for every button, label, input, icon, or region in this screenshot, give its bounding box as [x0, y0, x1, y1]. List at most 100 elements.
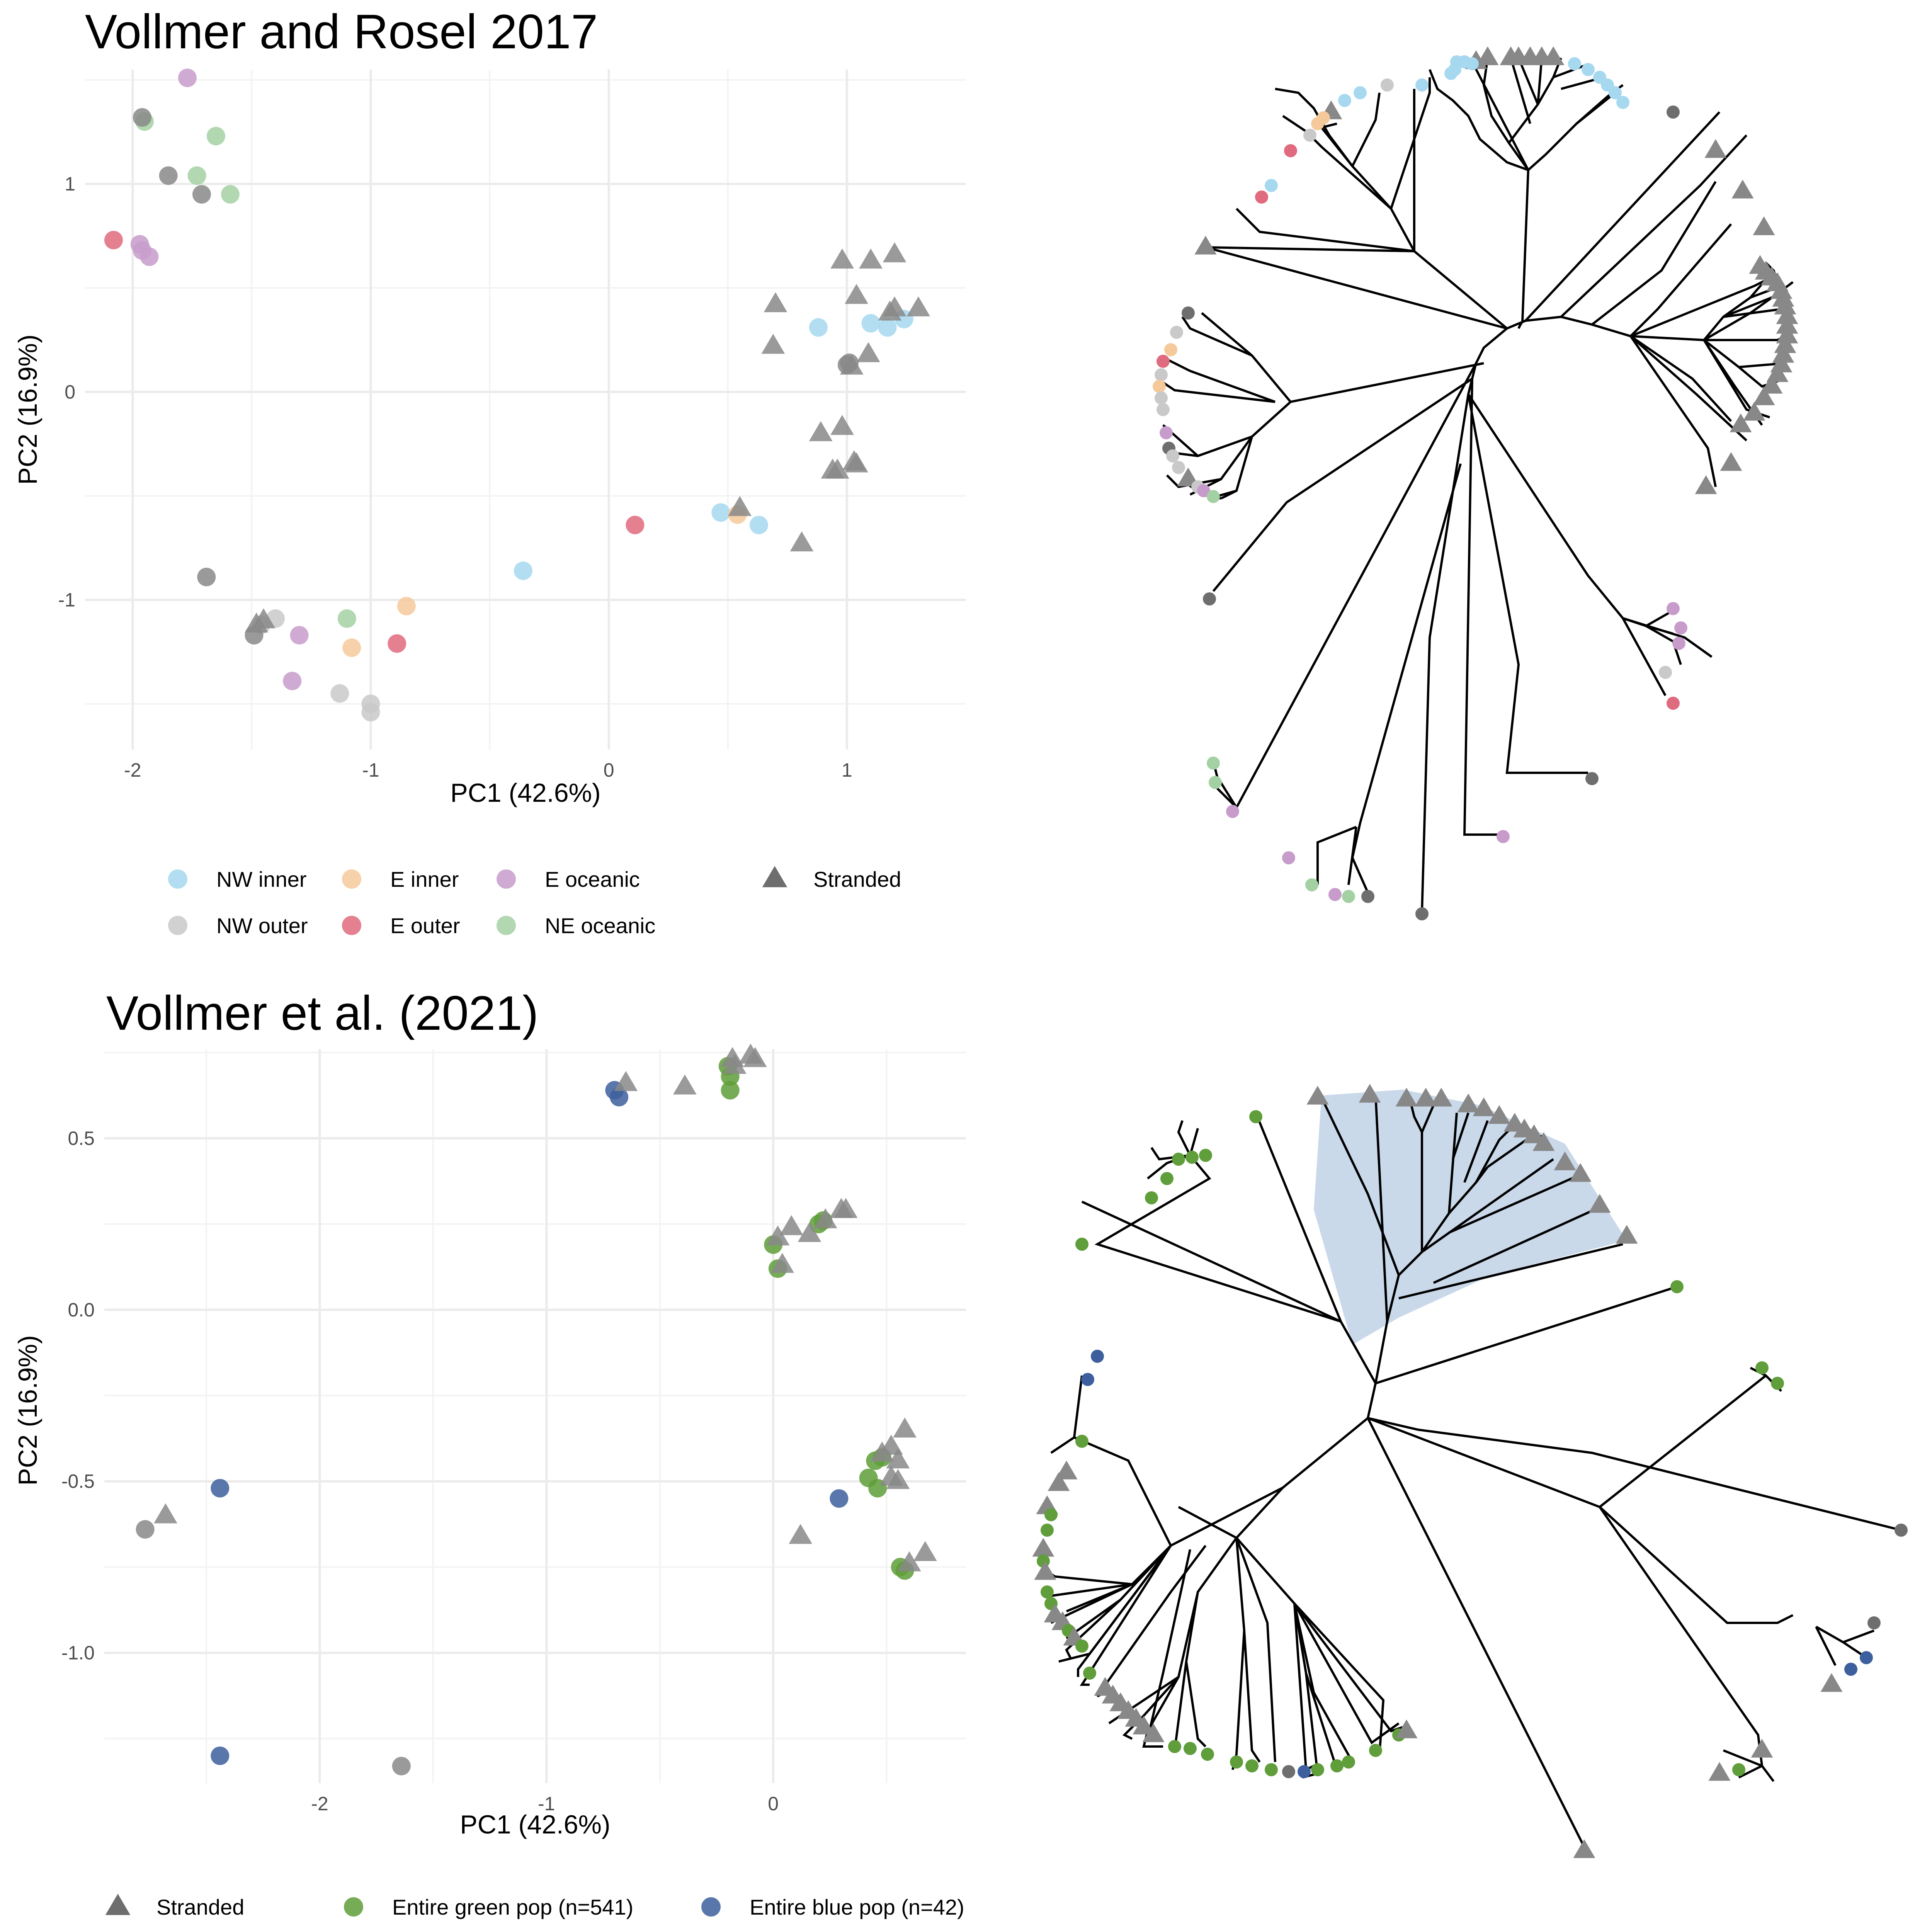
- tree-tip: [1659, 666, 1672, 679]
- tree-tip: [1282, 1765, 1295, 1778]
- stranded-point: [813, 1208, 837, 1228]
- y-axis-label: PC2 (16.9%): [13, 1335, 43, 1485]
- data-point: [388, 634, 406, 653]
- pca-panel-2021: Vollmer et al. (2021) -2 -1 0 0.5 0.0 -0.5 -1.…: [13, 986, 966, 1919]
- tree-tip: [1609, 86, 1622, 99]
- legend-label: Stranded: [813, 867, 901, 891]
- data-point: [197, 568, 216, 587]
- stranded-point: [897, 1551, 921, 1571]
- x-tick-label: -2: [124, 759, 141, 781]
- tree-tip: [1044, 1508, 1058, 1521]
- data-point: [809, 318, 828, 337]
- tree-tip: [1041, 1524, 1054, 1537]
- legend-label: E inner: [390, 867, 459, 891]
- tree-tip-triangle: [1488, 1105, 1510, 1124]
- legend-circle-icon: [168, 869, 187, 889]
- tree-tip-triangle: [1731, 180, 1754, 199]
- stranded-point: [789, 1524, 813, 1544]
- tree-tip: [1156, 403, 1170, 416]
- stranded-point: [154, 1503, 177, 1524]
- grid: [104, 1049, 966, 1783]
- tree-tip: [1616, 96, 1629, 109]
- x-tick-label: 0: [604, 759, 614, 781]
- tree-tip-triangle: [1720, 452, 1742, 471]
- stranded-point: [809, 421, 833, 441]
- tree-tip-triangle: [1588, 1194, 1611, 1213]
- stranded-point: [252, 608, 276, 629]
- stranded-point: [728, 496, 752, 516]
- grid: [85, 70, 966, 750]
- stranded-point: [798, 1222, 821, 1242]
- tree-tip: [1184, 1742, 1197, 1755]
- tree-tip-triangle: [1457, 1094, 1480, 1112]
- tree-tip: [1497, 830, 1510, 843]
- tree-tip: [1091, 1350, 1104, 1363]
- tree-tip-triangle: [1359, 1084, 1381, 1103]
- y-axis-label: PC2 (16.9%): [13, 334, 43, 485]
- tree-tip: [1168, 1740, 1181, 1753]
- tree-tip: [1354, 86, 1367, 99]
- tree-tip: [1867, 1616, 1881, 1629]
- tree-tip: [1585, 772, 1599, 785]
- tree-tip: [1255, 190, 1268, 204]
- data-point: [133, 108, 151, 127]
- tree-tip-triangle: [1395, 1088, 1418, 1107]
- tick-labels: -2 -1 0 0.5 0.0 -0.5 -1.0: [61, 1128, 779, 1815]
- tree-tip-triangle: [1532, 1132, 1555, 1151]
- data-point: [159, 166, 178, 185]
- tree-tip: [1369, 1744, 1382, 1757]
- stranded-point: [770, 1253, 794, 1273]
- y-tick-label: 0: [65, 381, 75, 403]
- data-point: [221, 185, 240, 204]
- y-tick-label: -0.5: [61, 1471, 95, 1492]
- legend-label: Stranded: [156, 1895, 244, 1919]
- tree-tip-triangle: [1695, 475, 1717, 494]
- x-tick-label: -1: [362, 759, 379, 781]
- tick-labels: -2 -1 0 1 -1 0 1: [58, 173, 852, 781]
- stranded-point: [906, 296, 930, 316]
- data-point: [211, 1479, 230, 1498]
- data-point: [711, 503, 730, 522]
- stranded-point: [886, 1448, 910, 1469]
- y-tick-label: 0.0: [68, 1299, 95, 1321]
- tree-tip: [1667, 697, 1680, 710]
- tree-tip-triangle: [1142, 1723, 1165, 1742]
- data-point: [337, 609, 356, 628]
- legend-circle-icon: [344, 1897, 363, 1917]
- stranded-point: [893, 1417, 917, 1438]
- legend: Stranded Entire green pop (n=541) Entire b…: [105, 1894, 964, 1919]
- data-point: [397, 597, 416, 616]
- tree-tip: [1298, 1765, 1311, 1778]
- legend-circle-icon: [497, 916, 516, 935]
- tree-tip-triangle: [1055, 1461, 1078, 1480]
- tree-tip: [1153, 380, 1166, 393]
- tree-tip-triangle: [1776, 305, 1798, 324]
- data-point: [211, 1746, 230, 1765]
- tree-tip-triangle: [1774, 334, 1796, 353]
- tree-tip-triangle: [1476, 46, 1499, 65]
- tree-tip: [1732, 1763, 1745, 1776]
- tree-tip: [1160, 1172, 1173, 1185]
- legend: NW inner E inner E oceanic Stranded NW outer…: [168, 866, 901, 938]
- tree-tip-triangle: [1743, 402, 1765, 421]
- chart-title: Vollmer and Rosel 2017: [85, 5, 598, 59]
- pca-panel-2017: Vollmer and Rosel 2017 -2 -1 0 1 -1 0 1 PC1 (4…: [13, 5, 966, 938]
- tree-tip-triangle: [1133, 1716, 1155, 1735]
- legend-label: E oceanic: [545, 867, 640, 891]
- data-point: [626, 515, 645, 534]
- stranded-point: [913, 1541, 937, 1561]
- stranded-point: [845, 452, 868, 473]
- stranded-point: [790, 531, 814, 551]
- y-tick-label: 1: [65, 173, 75, 195]
- x-tick-label: 0: [768, 1793, 779, 1815]
- tree-tip-triangle: [1048, 1472, 1070, 1491]
- tree-tip: [1466, 57, 1479, 70]
- x-axis-label: PC1 (42.6%): [450, 778, 600, 808]
- tree-tip: [1075, 1639, 1088, 1653]
- tree-tip: [1342, 890, 1355, 903]
- tree-tip: [1155, 368, 1168, 381]
- tree-tip-triangle: [1730, 413, 1752, 432]
- tree-tip: [1342, 1755, 1355, 1769]
- data-point: [830, 1489, 849, 1508]
